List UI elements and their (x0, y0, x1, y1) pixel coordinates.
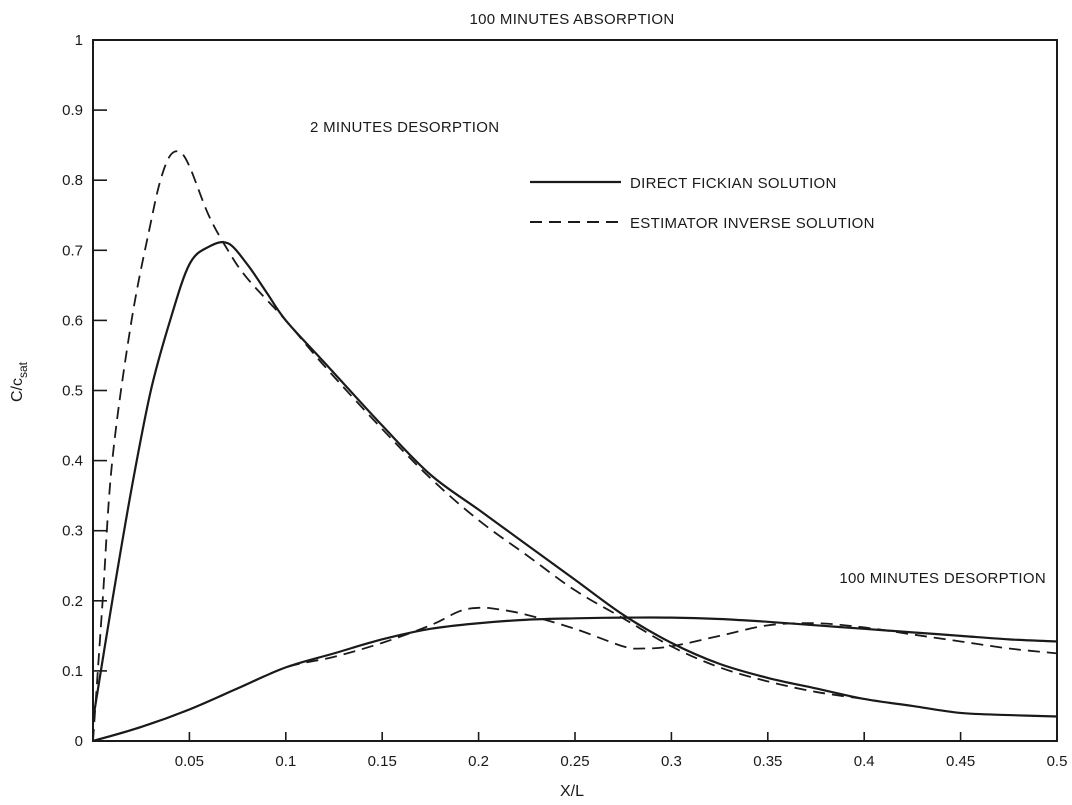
y-tick-label: 0.5 (62, 383, 83, 400)
y-tick-label: 0.8 (62, 172, 83, 189)
y-tick-label: 0.6 (62, 312, 83, 329)
legend-label-direct-fickian: DIRECT FICKIAN SOLUTION (630, 175, 837, 192)
x-tick-label: 0.2 (468, 753, 489, 770)
x-tick-label: 0.1 (275, 753, 296, 770)
x-tick-label: 0.15 (368, 753, 397, 770)
series-lines (91, 150, 1058, 743)
legend: DIRECT FICKIAN SOLUTION ESTIMATOR INVERS… (530, 175, 875, 232)
y-tick-label: 0 (75, 733, 83, 750)
legend-label-estimator-inverse: ESTIMATOR INVERSE SOLUTION (630, 215, 875, 232)
x-axis-title: X/L (560, 783, 584, 800)
y-axis-title-subscript: sat (16, 361, 30, 378)
y-tick-label: 0.3 (62, 523, 83, 540)
annotation-100-min-desorption: 100 MINUTES DESORPTION (839, 570, 1046, 587)
x-tick-label: 0.45 (946, 753, 975, 770)
x-tick-label: 0.5 (1047, 753, 1068, 770)
y-tick-label: 0.1 (62, 663, 83, 680)
series-line-1-dashed (92, 150, 865, 742)
x-tick-label: 0.3 (661, 753, 682, 770)
y-tick-label: 0.9 (62, 102, 83, 119)
x-tick-label: 0.35 (753, 753, 782, 770)
y-axis-title-text: C/csat (9, 361, 30, 402)
y-tick-label: 0.2 (62, 593, 83, 610)
series-line-2-solid (92, 616, 1058, 743)
axis-ticks: 0.05 0.1 0.15 0.2 0.25 0.3 0.35 0.4 0.45 0.5 0 0.1 0… (62, 32, 1067, 770)
y-axis-title: C/csat (9, 361, 30, 402)
y-tick-label: 1 (75, 32, 83, 49)
x-tick-label: 0.05 (175, 753, 204, 770)
y-tick-label: 0.7 (62, 242, 83, 259)
x-tick-label: 0.25 (560, 753, 589, 770)
y-tick-label: 0.4 (62, 453, 83, 470)
y-axis-title-main: C/c (9, 378, 26, 402)
annotation-100-min-absorption: 100 MINUTES ABSORPTION (470, 11, 675, 28)
series-line-3-dashed (92, 606, 1058, 742)
annotation-2-min-desorption: 2 MINUTES DESORPTION (310, 119, 499, 136)
x-tick-label: 0.4 (854, 753, 875, 770)
series-line-0-solid (91, 241, 1058, 721)
